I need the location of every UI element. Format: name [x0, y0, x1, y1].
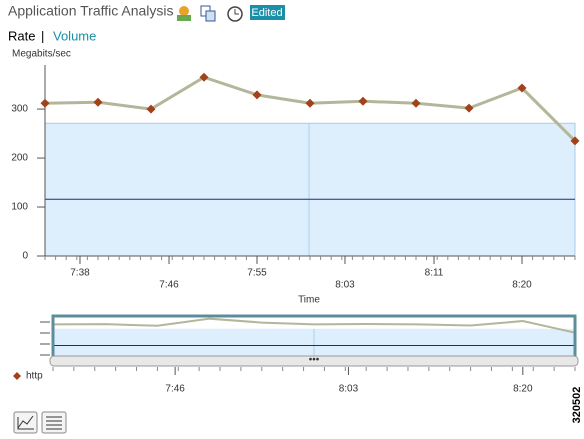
nav-x-tick-label: 7:46	[165, 384, 185, 395]
nav-series-line	[52, 317, 576, 334]
copy-icon-back	[205, 10, 216, 22]
edited-badge	[250, 5, 285, 20]
toolbar-icons[interactable]	[177, 5, 243, 22]
x-tick-label: 8:11	[425, 268, 444, 279]
edited-badge-text: Edited	[251, 7, 282, 19]
tab-rate[interactable]: Rate	[8, 28, 35, 43]
x-tick-label: 7:46	[159, 280, 179, 291]
x-tick-label: 7:55	[247, 268, 267, 279]
table-view-icon	[46, 416, 62, 430]
table-view-button[interactable]	[41, 411, 67, 434]
main-chart: 0 100 200 300 7:38 7:46 7:55 8:03 8:11 8:20	[11, 65, 580, 291]
y-tick-label: 100	[11, 202, 28, 213]
data-point	[305, 98, 315, 108]
tab-volume[interactable]: Volume	[53, 28, 96, 43]
x-axis-label: Time	[298, 295, 320, 306]
data-point	[252, 90, 262, 100]
data-point	[517, 83, 527, 93]
data-point	[358, 96, 368, 106]
x-tick-label: 8:03	[335, 280, 355, 291]
figure-id: 320502	[571, 387, 583, 424]
data-point	[93, 97, 103, 107]
page-title: Application Traffic Analysis	[8, 3, 174, 19]
nav-grip: •••	[309, 355, 320, 366]
y-axis-label: Megabits/sec	[12, 49, 71, 60]
legend-marker	[13, 372, 21, 380]
data-point	[40, 98, 50, 108]
nav-x-tick-label: 8:03	[339, 384, 359, 395]
clock-hands	[234, 9, 239, 15]
legend-label[interactable]: http	[26, 371, 43, 382]
data-point	[464, 103, 474, 113]
y-tick-label: 300	[11, 104, 28, 115]
x-tick-label: 8:20	[512, 280, 532, 291]
y-tick-label: 200	[11, 153, 28, 164]
data-point	[199, 72, 209, 82]
nav-x-tick-label: 8:20	[513, 384, 533, 395]
navigator[interactable]: ••• 7:46 8:03 8:20	[40, 314, 579, 395]
user-icon[interactable]	[179, 6, 189, 16]
tab-separator: |	[41, 28, 44, 43]
data-point	[570, 136, 580, 146]
chart-view-icon	[17, 415, 34, 430]
x-tick-label: 7:38	[70, 268, 90, 279]
data-point	[411, 98, 421, 108]
shaded-range	[44, 122, 576, 257]
user-icon-base	[177, 15, 191, 21]
y-tick-label: 0	[22, 251, 28, 262]
data-point	[146, 104, 156, 114]
nav-scrollbar	[49, 355, 579, 367]
